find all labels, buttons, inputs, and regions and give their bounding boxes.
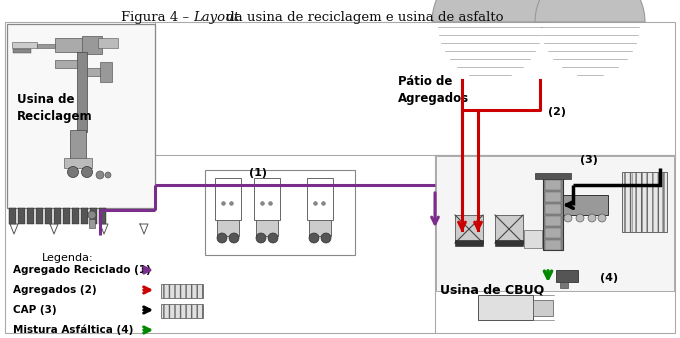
Text: Agregados (2): Agregados (2) — [13, 285, 97, 295]
Text: Usina de
Reciclagem: Usina de Reciclagem — [17, 93, 92, 123]
Bar — [307, 178, 333, 220]
Bar — [55, 60, 77, 68]
Circle shape — [256, 233, 266, 243]
Text: Mistura Asfáltica (4): Mistura Asfáltica (4) — [13, 325, 133, 335]
Bar — [495, 215, 523, 243]
Text: Legenda:: Legenda: — [42, 253, 94, 263]
Bar — [254, 178, 280, 220]
Bar — [545, 192, 561, 202]
Bar — [545, 216, 561, 226]
Circle shape — [598, 214, 606, 222]
Circle shape — [96, 171, 104, 179]
Text: Pátio de
Agregados: Pátio de Agregados — [398, 75, 469, 105]
Wedge shape — [432, 0, 548, 22]
Bar — [13, 49, 31, 53]
Circle shape — [588, 214, 596, 222]
Circle shape — [67, 167, 78, 177]
Text: Layout: Layout — [193, 11, 239, 24]
Bar — [556, 270, 578, 282]
Bar — [18, 208, 25, 224]
Text: (3): (3) — [580, 155, 598, 165]
Bar — [215, 178, 241, 220]
Bar — [563, 195, 608, 215]
Bar — [81, 208, 88, 224]
Circle shape — [309, 233, 319, 243]
Bar — [309, 220, 331, 236]
Circle shape — [88, 211, 96, 219]
Bar — [98, 38, 118, 48]
Bar — [72, 208, 79, 224]
Circle shape — [82, 167, 92, 177]
Bar — [161, 284, 203, 298]
Bar — [9, 208, 16, 224]
Text: (1): (1) — [249, 168, 267, 178]
Bar — [560, 282, 568, 288]
Bar — [545, 240, 561, 250]
Bar — [7, 24, 155, 208]
Bar — [205, 170, 355, 255]
Circle shape — [321, 233, 331, 243]
Bar — [622, 172, 667, 232]
Text: Usina de CBUQ: Usina de CBUQ — [440, 284, 544, 296]
Bar — [55, 38, 85, 52]
Bar — [99, 208, 106, 224]
Circle shape — [268, 233, 278, 243]
Circle shape — [564, 214, 572, 222]
Bar — [12, 42, 37, 48]
Bar — [545, 228, 561, 238]
Bar — [535, 173, 571, 179]
Bar — [70, 130, 86, 165]
Bar — [217, 220, 239, 236]
Bar — [36, 208, 43, 224]
Bar — [45, 208, 52, 224]
Bar — [545, 180, 561, 190]
Text: (4): (4) — [600, 273, 618, 283]
Bar — [455, 215, 483, 243]
Bar — [524, 230, 542, 248]
Bar — [37, 44, 55, 48]
Bar — [27, 208, 34, 224]
Text: Agregado Reciclado (1): Agregado Reciclado (1) — [13, 265, 151, 275]
Circle shape — [229, 233, 239, 243]
Bar — [82, 36, 102, 54]
Text: (2): (2) — [548, 107, 566, 117]
Circle shape — [576, 214, 584, 222]
Bar — [545, 204, 561, 214]
Bar — [89, 219, 95, 228]
Bar — [495, 240, 523, 246]
Circle shape — [105, 172, 111, 178]
Bar — [63, 208, 70, 224]
Bar — [478, 295, 533, 320]
Bar — [87, 68, 105, 76]
Bar — [90, 208, 97, 224]
Bar — [64, 158, 92, 168]
Bar — [161, 304, 203, 318]
Bar — [100, 62, 112, 82]
Text: da usina de reciclagem e usina de asfalto: da usina de reciclagem e usina de asfalt… — [222, 11, 503, 24]
Text: CAP (3): CAP (3) — [13, 305, 56, 315]
Bar — [455, 240, 483, 246]
Bar — [436, 156, 674, 291]
Wedge shape — [535, 0, 645, 22]
Bar — [54, 208, 61, 224]
Text: Figura 4 –: Figura 4 – — [120, 11, 193, 24]
Circle shape — [217, 233, 227, 243]
Bar — [77, 52, 87, 132]
Bar — [543, 175, 563, 250]
Bar — [256, 220, 278, 236]
Bar — [533, 300, 553, 316]
